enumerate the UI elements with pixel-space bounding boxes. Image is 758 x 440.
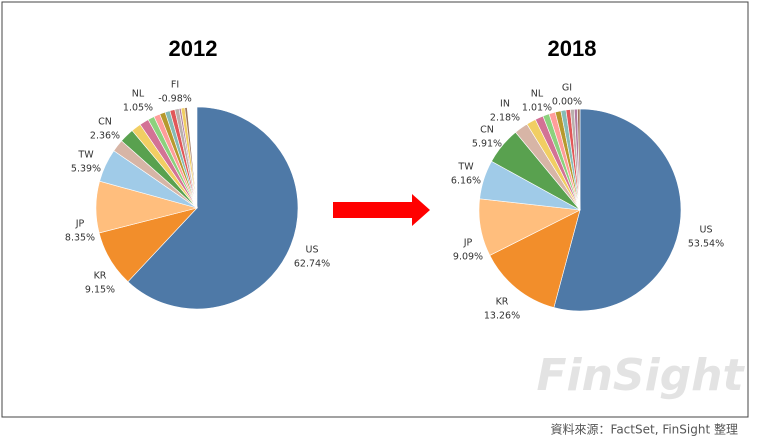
slice-name: TW xyxy=(77,150,94,161)
pie-slice xyxy=(127,106,299,310)
slice-value-label: 9.15% xyxy=(85,285,115,296)
slice-name: US xyxy=(306,245,319,256)
slice-name: FI xyxy=(171,80,179,91)
slice-value-label: 1.05% xyxy=(123,103,153,114)
slice-value-label: 6.16% xyxy=(451,176,481,187)
source-note: 資料來源：FactSet, FinSight 整理 xyxy=(551,422,738,437)
slice-name: GI xyxy=(562,83,572,94)
slice-value-label: 1.01% xyxy=(522,103,552,114)
slice-name: JP xyxy=(75,219,85,230)
slice-value-label: 8.35% xyxy=(65,233,95,244)
slice-name: US xyxy=(700,225,713,236)
slice-name: JP xyxy=(463,238,473,249)
chart-title: 2012 xyxy=(169,36,218,61)
pie-slice xyxy=(553,108,682,312)
slice-value-label: 0.00% xyxy=(552,97,582,108)
slice-value-label: 2.18% xyxy=(490,113,520,124)
slice-value-label: -0.98% xyxy=(158,94,192,105)
slice-name: TW xyxy=(457,162,474,173)
slice-value-label: 9.09% xyxy=(453,252,483,263)
slice-value-label: 5.91% xyxy=(472,139,502,150)
slice-value-label: 13.26% xyxy=(484,311,520,322)
slice-value-label: 5.39% xyxy=(71,164,101,175)
arrow xyxy=(333,194,430,226)
slice-name: CN xyxy=(480,125,494,136)
slice-name: KR xyxy=(94,271,107,282)
slice-value-label: 62.74% xyxy=(294,259,330,270)
pie-slice xyxy=(180,107,198,209)
pie-slice xyxy=(489,209,581,308)
slice-name: IN xyxy=(500,99,510,110)
pie-slice xyxy=(577,108,581,211)
slice-name: KR xyxy=(496,297,509,308)
chart-title: 2018 xyxy=(548,36,597,61)
slice-value-label: 2.36% xyxy=(90,131,120,142)
slice-name: NL xyxy=(531,89,544,100)
slice-value-label: 53.54% xyxy=(688,239,724,250)
slice-name: NL xyxy=(132,89,145,100)
watermark: FinSight xyxy=(536,350,745,401)
slice-name: CN xyxy=(98,117,112,128)
